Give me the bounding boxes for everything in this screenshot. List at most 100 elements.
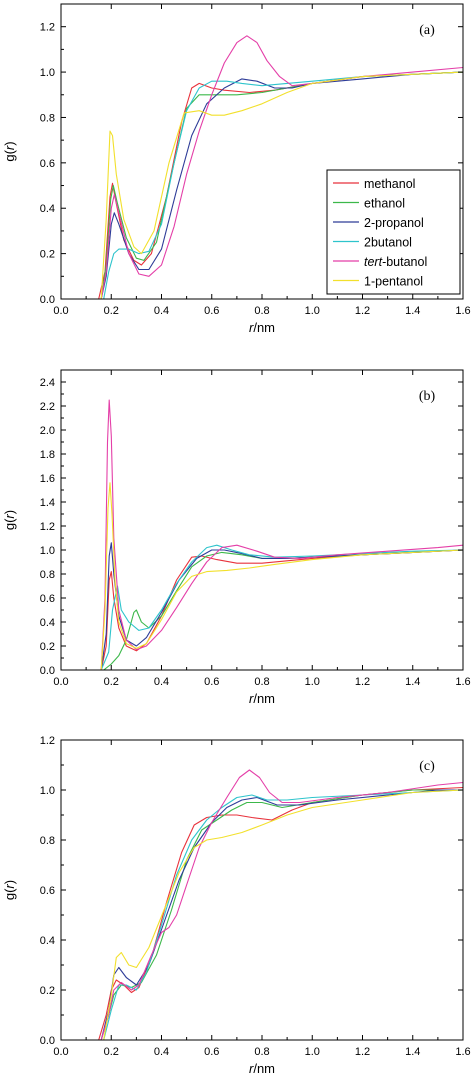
series-line-1-pentanol — [61, 482, 463, 670]
plot-frame — [60, 739, 464, 1041]
legend-label-rest: -butanol — [382, 255, 427, 269]
y-axis-prefix: g( — [2, 518, 17, 530]
y-tick-label: 0.4 — [40, 203, 55, 215]
x-tick-label: 0.8 — [254, 305, 269, 317]
series-line-1-pentanol — [61, 71, 463, 299]
y-tick-label: 1.0 — [40, 545, 55, 557]
y-tick-label: 0.0 — [40, 665, 55, 677]
y-tick-label: 0.6 — [40, 885, 55, 897]
x-tick-label: 0.6 — [204, 305, 219, 317]
y-tick-label: 2.0 — [40, 425, 55, 437]
y-tick-label: 0.8 — [40, 569, 55, 581]
x-axis-unit: /nm — [253, 691, 275, 706]
series-line-2butanol — [61, 544, 463, 670]
panel-label: (c) — [419, 759, 435, 774]
x-tick-label: 0.4 — [154, 305, 169, 317]
x-tick-label: 0.8 — [254, 676, 269, 688]
x-tick-label: 0.4 — [154, 676, 169, 688]
y-tick-label: 2.4 — [40, 377, 55, 389]
series-line-2butanol — [61, 789, 463, 1040]
y-tick-label: 0.2 — [40, 249, 55, 261]
series-line-tert-butanol — [61, 35, 463, 299]
y-tick-label: 1.0 — [40, 785, 55, 797]
x-tick-label: 0.4 — [154, 1046, 169, 1058]
x-tick-label: 1.6 — [455, 676, 470, 688]
x-tick-label: 0.2 — [104, 1046, 119, 1058]
y-tick-label: 1.2 — [40, 521, 55, 533]
x-tick-label: 0.2 — [104, 676, 119, 688]
x-tick-label: 1.2 — [355, 676, 370, 688]
y-tick-label: 0.4 — [40, 935, 55, 947]
y-axis-suffix: ) — [2, 880, 17, 884]
y-tick-label: 0.0 — [40, 1035, 55, 1047]
legend-label: 1-pentanol — [364, 275, 423, 289]
chart-panel: 0.0 0.2 0.4 0.6 0.8 1.0 1.2 1.4 1.6 0.0 0.2 0.4 0.6 0… — [2, 369, 471, 706]
chart-panel: 0.0 0.2 0.4 0.6 0.8 1.0 1.2 1.4 1.6 0.0 0.2 0.4 0.6 0… — [2, 3, 471, 335]
y-tick-label: 0.4 — [40, 617, 55, 629]
x-axis-var: r — [249, 691, 254, 706]
y-tick-label: 0.2 — [40, 641, 55, 653]
series-line-1-pentanol — [61, 789, 463, 1040]
legend-label: tert-butanol — [364, 255, 427, 269]
y-tick-label: 0.8 — [40, 835, 55, 847]
legend-label: 2butanol — [364, 236, 412, 250]
y-axis-var: r — [2, 884, 17, 889]
legend-label-italic: tert — [364, 255, 383, 269]
series-line-2butanol — [61, 71, 463, 299]
y-axis-var: r — [2, 514, 17, 519]
y-axis-suffix: ) — [2, 510, 17, 514]
x-tick-label: 0.0 — [53, 676, 68, 688]
x-axis-label: r/nm — [249, 1061, 275, 1076]
y-axis-var: r — [2, 145, 17, 150]
series-line-tert-butanol — [61, 769, 463, 1040]
x-tick-label: 0.2 — [104, 305, 119, 317]
x-tick-label: 1.4 — [405, 676, 420, 688]
x-axis-var: r — [249, 320, 254, 335]
x-tick-label: 1.0 — [305, 676, 320, 688]
panel-label: (b) — [419, 389, 436, 404]
y-tick-label: 0.0 — [40, 294, 55, 306]
y-tick-label: 1.2 — [40, 735, 55, 747]
x-tick-label: 0.6 — [204, 676, 219, 688]
x-tick-label: 1.2 — [355, 305, 370, 317]
y-axis-prefix: g( — [2, 149, 17, 161]
series-line-2-propanol — [61, 542, 463, 670]
x-tick-label: 1.4 — [405, 1046, 420, 1058]
y-tick-label: 0.6 — [40, 158, 55, 170]
x-tick-label: 1.4 — [405, 305, 420, 317]
panel-label: (a) — [419, 23, 435, 38]
x-axis-label: r/nm — [249, 691, 275, 706]
y-tick-label: 1.6 — [40, 473, 55, 485]
x-tick-label: 1.6 — [455, 1046, 470, 1058]
y-axis-suffix: ) — [2, 141, 17, 145]
legend-box — [326, 169, 461, 295]
y-tick-label: 2.2 — [40, 401, 55, 413]
y-tick-label: 1.2 — [40, 22, 55, 34]
legend: methanol ethanol 2-propanol 2butanol tert-bu… — [326, 169, 461, 295]
series-line-2-propanol — [61, 71, 463, 299]
legend-label: methanol — [364, 177, 415, 191]
x-tick-label: 1.0 — [305, 305, 320, 317]
series-line-ethanol — [61, 789, 463, 1040]
x-tick-label: 0.0 — [53, 1046, 68, 1058]
x-tick-label: 0.8 — [254, 1046, 269, 1058]
y-axis-label: g(r) — [2, 141, 17, 161]
x-axis-label: r/nm — [249, 320, 275, 335]
x-axis-var: r — [249, 1061, 254, 1076]
series-line-tert-butanol — [61, 399, 463, 670]
x-tick-label: 1.0 — [305, 1046, 320, 1058]
x-tick-label: 0.0 — [53, 305, 68, 317]
y-tick-label: 0.8 — [40, 112, 55, 124]
series-line-methanol — [61, 786, 463, 1040]
x-tick-label: 0.6 — [204, 1046, 219, 1058]
y-tick-label: 1.0 — [40, 67, 55, 79]
x-tick-label: 1.2 — [355, 1046, 370, 1058]
y-tick-label: 1.8 — [40, 449, 55, 461]
y-axis-prefix: g( — [2, 888, 17, 900]
y-axis-label: g(r) — [2, 880, 17, 900]
x-tick-label: 1.6 — [455, 305, 470, 317]
legend-label: 2-propanol — [364, 216, 424, 230]
y-axis-label: g(r) — [2, 510, 17, 530]
y-tick-label: 0.2 — [40, 985, 55, 997]
